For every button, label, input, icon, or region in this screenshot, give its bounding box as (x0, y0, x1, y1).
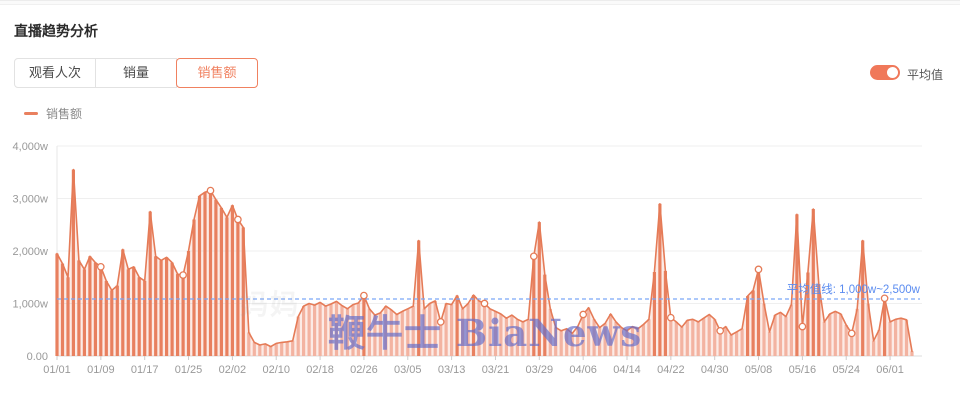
legend-line-icon (24, 112, 38, 115)
svg-text:01/01: 01/01 (43, 364, 71, 376)
svg-text:01/25: 01/25 (175, 364, 203, 376)
svg-text:05/08: 05/08 (745, 364, 773, 376)
svg-text:02/18: 02/18 (306, 364, 334, 376)
metric-tab-group: 观看人次 销量 销售额 (14, 58, 258, 88)
tab-sales-amount[interactable]: 销售额 (176, 58, 258, 88)
svg-text:03/05: 03/05 (394, 364, 422, 376)
top-divider (0, 1, 960, 5)
svg-text:02/10: 02/10 (262, 364, 290, 376)
svg-text:01/17: 01/17 (131, 364, 159, 376)
svg-text:3,000w: 3,000w (13, 194, 49, 206)
svg-text:06/01: 06/01 (876, 364, 904, 376)
svg-text:03/13: 03/13 (438, 364, 466, 376)
svg-text:04/14: 04/14 (613, 364, 641, 376)
tab-viewers[interactable]: 观看人次 (14, 58, 96, 88)
svg-text:1,000w: 1,000w (13, 299, 49, 311)
svg-text:02/26: 02/26 (350, 364, 378, 376)
svg-text:03/29: 03/29 (526, 364, 554, 376)
svg-text:01/09: 01/09 (87, 364, 115, 376)
svg-text:0.00: 0.00 (27, 351, 48, 363)
gridlines (57, 145, 922, 304)
svg-text:04/30: 04/30 (701, 364, 729, 376)
average-toggle-label: 平均值 (907, 68, 944, 82)
svg-text:05/16: 05/16 (789, 364, 817, 376)
data-point-markers (96, 186, 889, 338)
tab-sales-volume[interactable]: 销量 (95, 58, 177, 88)
legend-label: 销售额 (46, 107, 83, 121)
svg-text:02/02: 02/02 (219, 364, 247, 376)
page-title: 直播趋势分析 (14, 23, 98, 39)
y-axis-labels: 0.00 1,000w 2,000w 3,000w 4,000w (13, 141, 49, 363)
x-axis-labels: 01/01 01/09 01/17 01/25 02/02 02/10 02/18 02/26… (43, 356, 904, 376)
legend[interactable]: 销售额 (24, 105, 82, 122)
svg-text:4,000w: 4,000w (13, 141, 49, 153)
svg-text:04/06: 04/06 (569, 364, 597, 376)
series-bars (55, 169, 914, 357)
svg-text:03/21: 03/21 (482, 364, 510, 376)
svg-text:04/22: 04/22 (657, 364, 685, 376)
svg-text:05/24: 05/24 (832, 364, 860, 376)
svg-text:2,000w: 2,000w (13, 246, 49, 258)
average-toggle[interactable] (870, 65, 900, 80)
average-line-label: 平均值线: 1,000w~2,500w (787, 282, 921, 296)
toggle-knob-icon (887, 67, 898, 78)
